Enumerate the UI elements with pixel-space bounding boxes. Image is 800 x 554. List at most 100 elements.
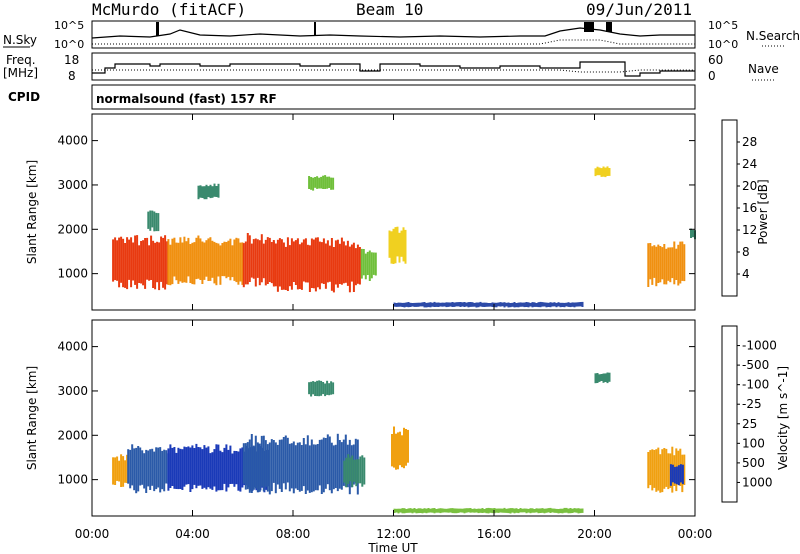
velocity-cell-1 (145, 449, 148, 493)
power-cell-6 (671, 247, 674, 279)
power-cell-12 (575, 302, 578, 307)
velocity-cell-8 (320, 380, 323, 396)
velocity-cell-2 (203, 445, 206, 488)
power-cell-7 (690, 228, 692, 238)
power-cell-3 (356, 244, 359, 284)
power-cell-12 (551, 302, 554, 307)
power-cell-12 (569, 302, 572, 308)
power-cell-12 (529, 302, 532, 307)
power-cell-12 (521, 302, 524, 307)
velocity-cell-1 (161, 450, 164, 490)
power-cell-1 (231, 245, 234, 278)
power-cell-4 (370, 252, 373, 279)
velocity-cell-10 (557, 509, 560, 514)
power-cell-2 (262, 243, 265, 279)
velocity-cell-10 (441, 508, 444, 513)
velocity-cell-2 (235, 451, 238, 485)
velocity-cell-3 (292, 441, 295, 494)
power-cbar-label-3: 16 (742, 201, 757, 215)
power-cell-8 (153, 211, 156, 232)
velocity-cell-10 (395, 508, 398, 513)
velocity-cell-3 (290, 443, 293, 489)
power-cell-2 (260, 234, 263, 283)
velocity-cell-10 (503, 507, 506, 513)
velocity-cell-10 (433, 508, 436, 514)
nsky-spike-1 (156, 22, 159, 36)
power-cell-12 (399, 302, 402, 307)
time-tick-label-2: 08:00 (276, 527, 311, 541)
power-cell-12 (519, 302, 522, 307)
velocity-cell-2 (185, 447, 188, 485)
velocity-cell-10 (501, 508, 504, 513)
power-cell-12 (559, 302, 562, 308)
velocity-cell-9 (594, 373, 597, 384)
velocity-cell-10 (399, 508, 402, 513)
velocity-cell-2 (227, 449, 230, 488)
power-cell-1 (213, 241, 216, 284)
velocity-cell-3 (312, 444, 315, 492)
velocity-cell-10 (551, 508, 554, 513)
power-cell-12 (577, 302, 580, 307)
power-ytick-label-1000: 1000 (57, 267, 88, 281)
velocity-cell-7 (679, 464, 682, 483)
velocity-cell-3 (318, 439, 321, 486)
power-cell-6 (681, 241, 684, 281)
velocity-cell-1 (155, 447, 158, 490)
velocity-cell-10 (427, 508, 430, 513)
velocity-cell-8 (326, 380, 329, 395)
power-cell-5 (396, 226, 399, 257)
velocity-cell-10 (439, 508, 442, 514)
power-cell-3 (294, 240, 297, 285)
velocity-cell-7 (675, 466, 678, 485)
velocity-cbar-frame (721, 325, 738, 503)
velocity-cell-3 (334, 444, 337, 488)
power-cell-1 (203, 242, 206, 280)
power-cell-9 (308, 176, 311, 189)
velocity-cell-6 (653, 450, 656, 488)
velocity-cell-3 (336, 433, 339, 492)
power-cell-1 (221, 243, 224, 277)
power-cell-12 (475, 302, 478, 308)
time-axis: 00:00 04:00 08:00 12:00 16:00 20:00 00:00 (75, 527, 713, 541)
velocity-cell-8 (328, 383, 331, 396)
velocity-cell-10 (403, 508, 406, 514)
power-cell-0 (134, 235, 137, 285)
power-cell-6 (679, 241, 682, 284)
power-cell-6 (683, 244, 686, 282)
power-cell-0 (114, 237, 117, 281)
power-cell-1 (193, 242, 196, 285)
power-cell-12 (437, 302, 440, 307)
velocity-cell-2 (231, 453, 234, 484)
velocity-cell-3 (258, 443, 261, 492)
velocity-cell-10 (573, 508, 576, 513)
power-cell-1 (207, 238, 210, 281)
power-cell-3 (342, 241, 345, 284)
power-cell-3 (274, 243, 277, 287)
velocity-cell-1 (127, 449, 130, 484)
power-cell-1 (225, 242, 228, 279)
velocity-cell-0 (116, 456, 119, 481)
velocity-cell-10 (555, 508, 558, 513)
velocity-cell-2 (169, 444, 172, 488)
velocity-cell-10 (425, 508, 428, 514)
power-ylabel: Slant Range [km] (25, 160, 39, 264)
velocity-cell-1 (151, 448, 154, 486)
power-cell-12 (451, 302, 454, 307)
velocity-cell-10 (539, 508, 542, 513)
power-ytick-label-2000: 2000 (57, 222, 88, 236)
power-cell-12 (553, 302, 556, 307)
power-cell-1 (223, 241, 226, 277)
velocity-cell-10 (523, 508, 526, 513)
power-cell-3 (284, 246, 287, 290)
velocity-cell-2 (221, 452, 224, 491)
power-cell-0 (164, 235, 167, 290)
velocity-cell-6 (659, 454, 662, 493)
velocity-cell-10 (473, 508, 476, 513)
power-cell-12 (557, 302, 560, 307)
velocity-cell-5 (397, 432, 399, 470)
power-cell-8 (149, 210, 152, 231)
velocity-cell-6 (661, 449, 664, 493)
velocity-cell-10 (451, 508, 454, 514)
power-cell-9 (312, 177, 315, 191)
